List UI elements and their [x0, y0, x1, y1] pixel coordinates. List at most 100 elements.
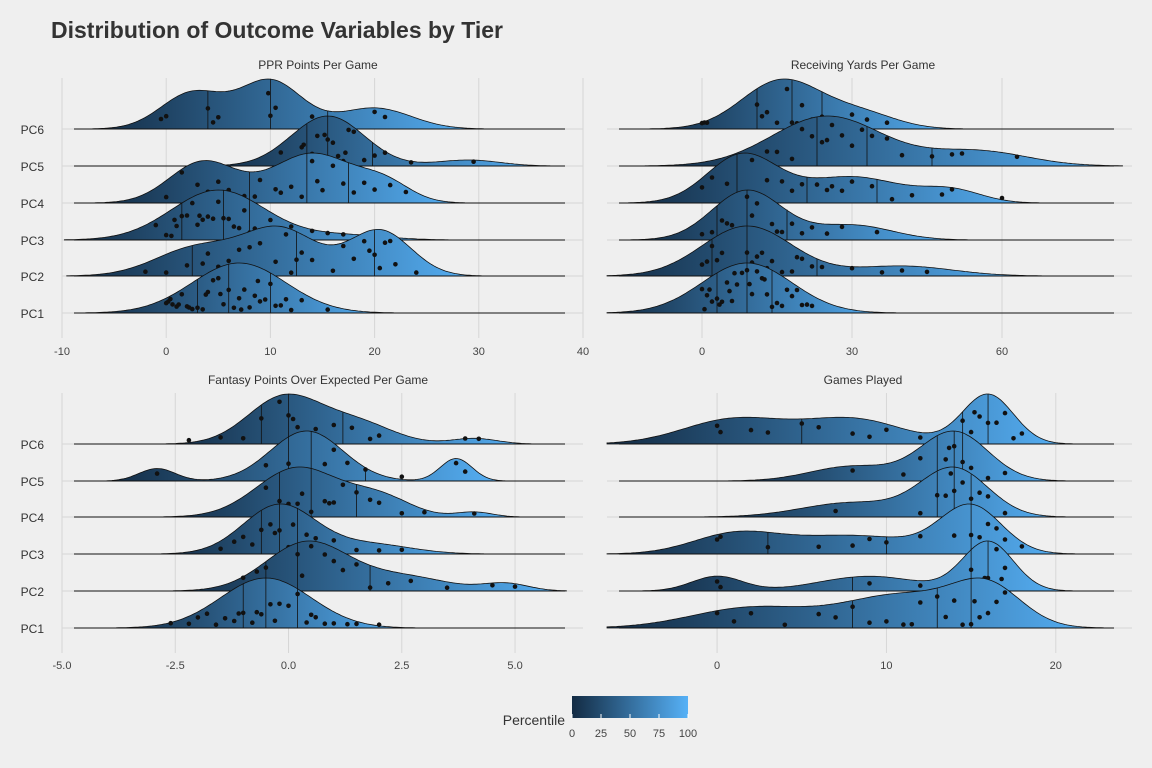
data-point [277, 528, 282, 533]
data-point [490, 583, 495, 588]
density-area [644, 115, 1123, 167]
ridge-pc4 [619, 152, 1114, 204]
data-point [221, 215, 226, 221]
data-point [288, 224, 294, 229]
data-point [346, 127, 351, 133]
data-point [376, 433, 382, 438]
data-point [968, 465, 974, 471]
data-point [210, 120, 216, 125]
data-point [747, 281, 752, 287]
y-tick-label: PC5 [21, 475, 45, 489]
data-point [869, 183, 875, 189]
data-point [960, 418, 965, 424]
data-point [184, 213, 190, 218]
data-point [884, 540, 889, 545]
data-point [968, 621, 974, 627]
data-point [839, 224, 845, 230]
data-point [719, 250, 725, 256]
data-point [779, 269, 785, 275]
data-point [263, 485, 269, 491]
data-point [200, 307, 205, 312]
data-point [295, 552, 300, 557]
data-point [158, 116, 164, 122]
y-tick-label: PC5 [21, 160, 45, 174]
data-point [748, 611, 754, 616]
data-point [184, 263, 190, 268]
data-point [748, 427, 754, 433]
data-point [929, 154, 935, 159]
density-area [92, 78, 484, 130]
data-point [849, 112, 855, 117]
data-point [829, 184, 835, 189]
data-point [286, 413, 291, 418]
data-point [924, 269, 930, 275]
data-point [325, 307, 331, 312]
data-point [354, 562, 359, 567]
data-point [288, 270, 294, 276]
data-point [272, 618, 278, 624]
data-point [195, 222, 200, 228]
data-point [717, 302, 722, 307]
data-point [804, 302, 810, 307]
data-point [749, 213, 755, 218]
data-point [213, 622, 219, 627]
data-point [789, 293, 795, 299]
data-point [709, 175, 715, 180]
data-point [247, 305, 252, 310]
data-point [295, 424, 300, 430]
legend: Percentile 0 25 50 75 100 [503, 696, 697, 740]
data-point [247, 245, 252, 250]
data-point [453, 460, 459, 466]
data-point [422, 509, 427, 515]
density-area [94, 152, 465, 204]
data-point [934, 492, 940, 498]
data-point [784, 86, 790, 92]
data-point [308, 612, 314, 618]
data-point [273, 303, 278, 309]
data-point [236, 296, 242, 301]
data-point [367, 585, 373, 590]
data-point [899, 152, 905, 158]
data-point [884, 427, 889, 433]
data-point [309, 228, 315, 234]
data-point [977, 490, 982, 496]
data-point [759, 250, 765, 256]
data-point [951, 598, 957, 603]
density-area [161, 503, 484, 555]
density-area [606, 503, 1076, 555]
data-point [724, 181, 730, 187]
data-point [259, 527, 264, 533]
data-point [351, 190, 357, 195]
data-point [867, 434, 872, 440]
data-point [799, 302, 805, 308]
data-point [1002, 510, 1008, 516]
density-area [642, 540, 1073, 592]
data-point [869, 133, 875, 139]
data-point [320, 187, 325, 193]
data-point [250, 620, 255, 625]
data-point [699, 262, 705, 267]
data-point [278, 150, 284, 155]
data-point [325, 230, 331, 236]
data-point [309, 158, 315, 164]
data-point [299, 194, 305, 200]
x-tick-label: 60 [996, 346, 1008, 358]
data-point [308, 509, 314, 515]
data-point [231, 539, 237, 544]
data-point [341, 181, 346, 186]
legend-tick-label: 25 [595, 728, 607, 740]
data-point [867, 581, 872, 586]
data-point [345, 621, 350, 627]
data-point [782, 622, 788, 628]
data-point [393, 262, 398, 267]
data-point [1002, 470, 1008, 476]
data-point [203, 292, 209, 297]
data-point [999, 195, 1005, 201]
data-point [839, 133, 845, 138]
data-point [322, 132, 327, 138]
data-point [754, 102, 760, 107]
data-point [308, 543, 314, 549]
data-point [163, 232, 169, 238]
data-point [200, 217, 205, 223]
data-point [809, 303, 815, 309]
